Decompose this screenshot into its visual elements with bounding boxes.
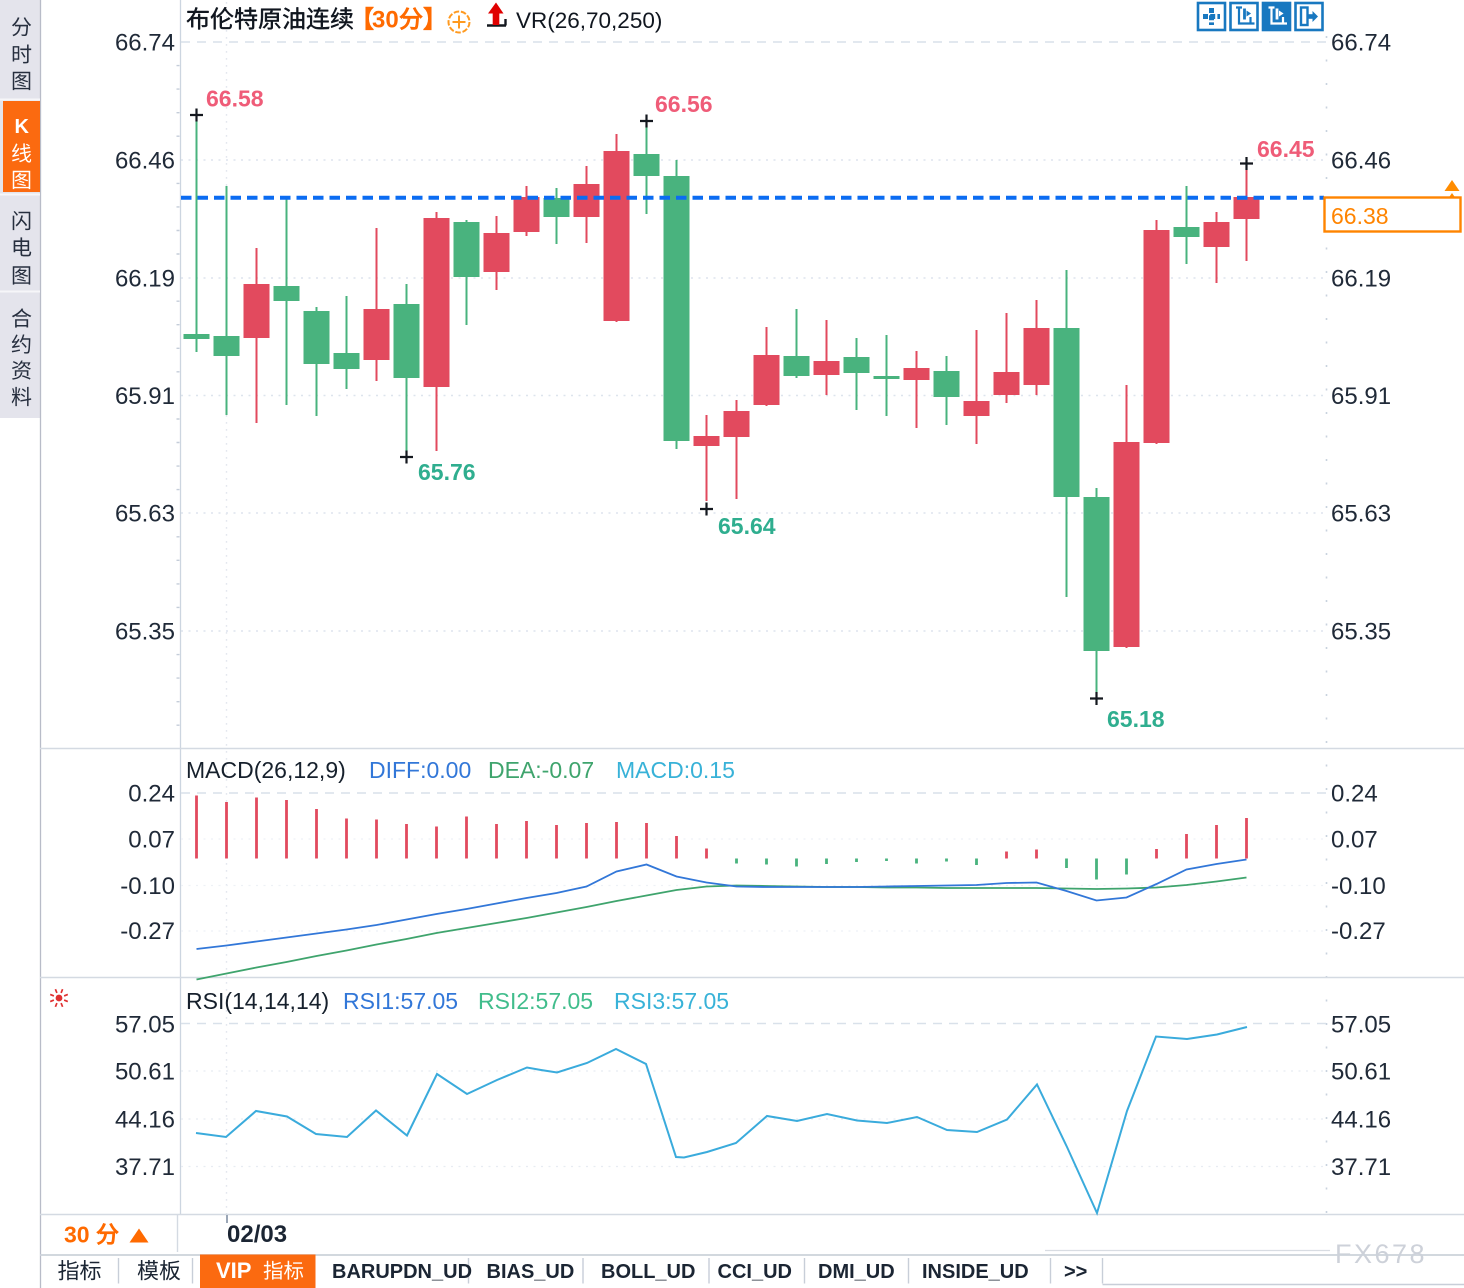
svg-text:BARUPDN_UD: BARUPDN_UD <box>332 1261 472 1283</box>
svg-text:BOLL_UD: BOLL_UD <box>601 1261 695 1283</box>
svg-text:65.18: 65.18 <box>1107 706 1165 732</box>
svg-text:DMI_UD: DMI_UD <box>818 1261 895 1283</box>
svg-text:RSI1:57.05: RSI1:57.05 <box>343 988 458 1014</box>
svg-text:-0.27: -0.27 <box>1331 918 1386 945</box>
svg-text:37.71: 37.71 <box>115 1154 175 1181</box>
svg-text:30: 30 <box>64 1222 90 1248</box>
svg-text:FX678: FX678 <box>1335 1239 1427 1269</box>
svg-text:57.05: 57.05 <box>1331 1012 1391 1039</box>
svg-text:MACD(26,12,9): MACD(26,12,9) <box>186 757 346 783</box>
svg-text:66.74: 66.74 <box>1331 30 1391 57</box>
svg-text:65.91: 65.91 <box>115 383 175 410</box>
svg-text:65.63: 65.63 <box>115 501 175 528</box>
svg-text:02/03: 02/03 <box>227 1221 287 1248</box>
svg-text:RSI(14,14,14): RSI(14,14,14) <box>186 988 329 1014</box>
svg-text:44.16: 44.16 <box>115 1107 175 1134</box>
svg-text:VR(26,70,250): VR(26,70,250) <box>516 8 662 33</box>
svg-text:-0.10: -0.10 <box>1331 873 1386 900</box>
svg-text:DIFF:0.00: DIFF:0.00 <box>369 757 471 783</box>
svg-text:50.61: 50.61 <box>1331 1059 1391 1086</box>
svg-text:RSI2:57.05: RSI2:57.05 <box>478 988 593 1014</box>
svg-text:INSIDE_UD: INSIDE_UD <box>922 1261 1029 1283</box>
svg-text:RSI3:57.05: RSI3:57.05 <box>614 988 729 1014</box>
svg-text:66.56: 66.56 <box>655 91 713 117</box>
svg-text:65.35: 65.35 <box>1331 619 1391 646</box>
svg-text:VIP: VIP <box>216 1258 251 1283</box>
svg-text:44.16: 44.16 <box>1331 1107 1391 1134</box>
svg-text:65.35: 65.35 <box>115 619 175 646</box>
svg-text:65.76: 65.76 <box>418 459 476 485</box>
svg-text:0.24: 0.24 <box>1331 781 1378 808</box>
svg-text:CCI_UD: CCI_UD <box>718 1261 792 1283</box>
svg-text:0.24: 0.24 <box>128 781 175 808</box>
svg-text:50.61: 50.61 <box>115 1059 175 1086</box>
svg-text:>>: >> <box>1064 1261 1087 1283</box>
svg-text:0.07: 0.07 <box>1331 827 1378 854</box>
svg-text:K: K <box>15 116 30 138</box>
svg-text:BIAS_UD: BIAS_UD <box>487 1261 575 1283</box>
svg-text:57.05: 57.05 <box>115 1012 175 1039</box>
svg-text:66.74: 66.74 <box>115 30 175 57</box>
svg-text:37.71: 37.71 <box>1331 1154 1391 1181</box>
svg-text:65.91: 65.91 <box>1331 383 1391 410</box>
svg-text:0.07: 0.07 <box>128 827 175 854</box>
svg-text:65.63: 65.63 <box>1331 501 1391 528</box>
svg-text:66.46: 66.46 <box>115 148 175 175</box>
svg-text:66.46: 66.46 <box>1331 148 1391 175</box>
svg-text:66.45: 66.45 <box>1257 136 1315 162</box>
svg-text:30: 30 <box>372 7 399 34</box>
svg-text:65.64: 65.64 <box>718 513 776 539</box>
svg-text:MACD:0.15: MACD:0.15 <box>616 757 735 783</box>
svg-text:66.58: 66.58 <box>206 86 264 112</box>
svg-text:66.19: 66.19 <box>1331 266 1391 293</box>
svg-text:66.38: 66.38 <box>1331 203 1389 229</box>
svg-text:-0.10: -0.10 <box>120 873 175 900</box>
svg-text:-0.27: -0.27 <box>120 918 175 945</box>
svg-text:DEA:-0.07: DEA:-0.07 <box>488 757 594 783</box>
svg-text:66.19: 66.19 <box>115 266 175 293</box>
